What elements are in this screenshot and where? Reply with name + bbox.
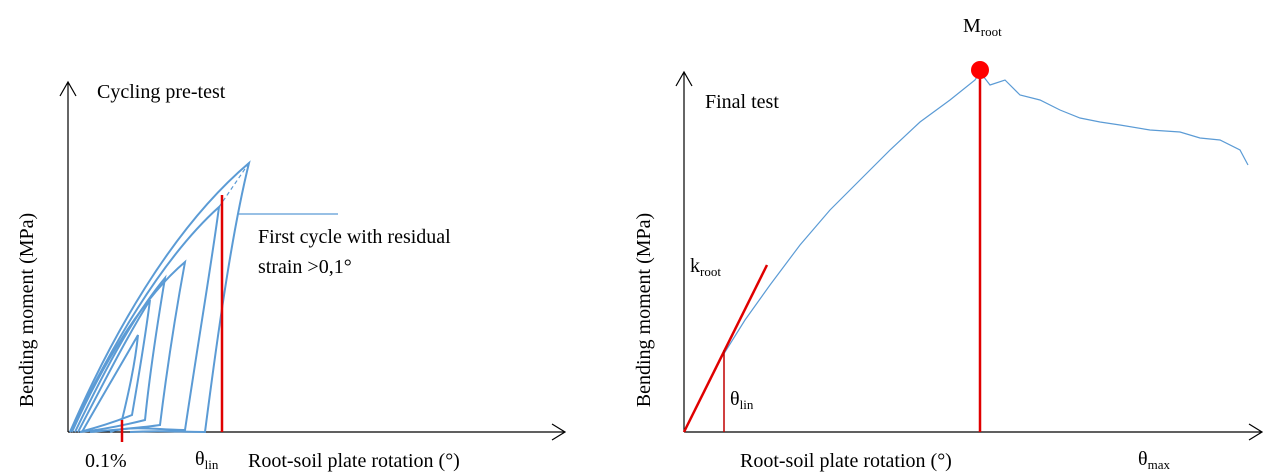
annotation: First cycle with residual: [258, 226, 451, 248]
symbol: k: [690, 255, 700, 277]
annotation: strain >0,1°: [258, 256, 352, 278]
axes: [675, 70, 1264, 441]
y-axis-label: Bending moment (MPa): [633, 213, 655, 407]
dashed-line: [218, 162, 250, 208]
axes: [59, 80, 567, 441]
tick-label: 0.1%: [85, 450, 127, 472]
panel-title: Final test: [705, 91, 779, 113]
stiffness-line: [682, 264, 769, 433]
panel-title: Cycling pre-test: [97, 81, 226, 103]
final-curve: [683, 70, 1249, 433]
cycle-curve: [81, 334, 139, 433]
symbol: M: [963, 15, 981, 37]
symbol: θ: [1138, 448, 1148, 470]
x-axis-label: Root-soil plate rotation (°): [248, 450, 460, 472]
m-root-label: Mroot: [963, 15, 1002, 39]
k-root-label: kroot: [690, 255, 721, 279]
theta-lin-label: θlin: [195, 448, 219, 472]
subscript: max: [1148, 457, 1171, 472]
subscript: root: [700, 264, 721, 279]
subscript: root: [981, 24, 1002, 39]
subscript: lin: [205, 457, 219, 472]
cycle-curve: [71, 259, 187, 433]
theta-lin-label: θlin: [730, 388, 754, 412]
cycle-curve: [77, 299, 151, 433]
y-axis-label: Bending moment (MPa): [16, 213, 38, 407]
symbol: θ: [195, 448, 205, 470]
subscript: lin: [740, 397, 754, 412]
symbol: θ: [730, 388, 740, 410]
right-panel: Final test Bending moment (MPa) Root-soi…: [633, 15, 1264, 472]
left-panel: Cycling pre-test Bending moment (MPa) Ro…: [16, 80, 567, 472]
cycle-curve: [69, 204, 221, 433]
x-axis-label: Root-soil plate rotation (°): [740, 450, 952, 472]
cycle-curve: [74, 274, 167, 433]
max-point: [971, 61, 989, 79]
theta-max-label: θmax: [1138, 448, 1170, 472]
cycle-curve: [69, 160, 251, 434]
